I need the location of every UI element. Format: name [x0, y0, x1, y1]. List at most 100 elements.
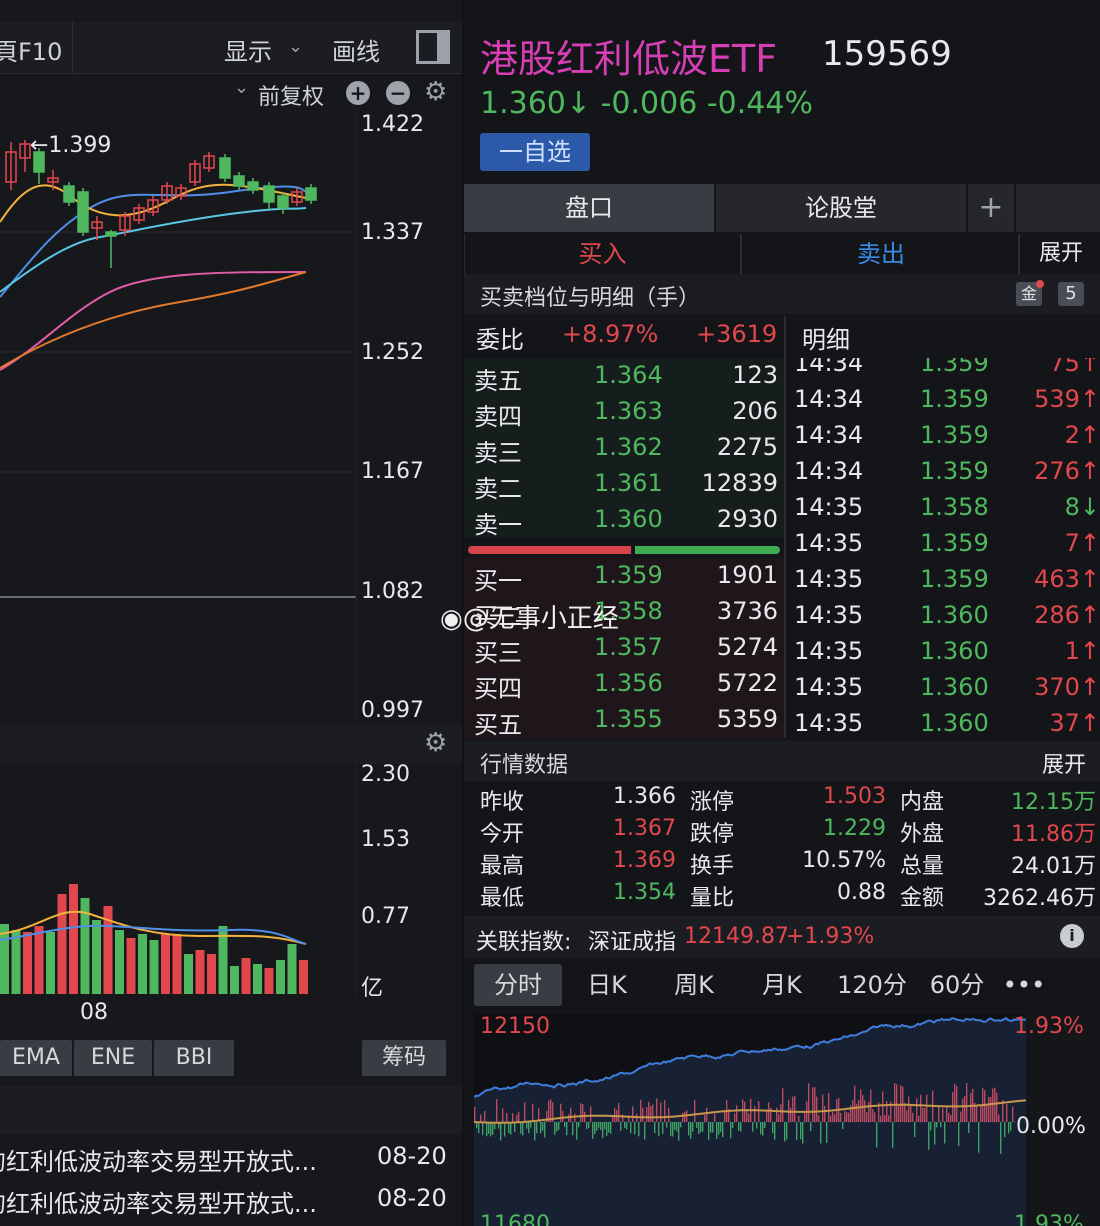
ask-level-volume: 2930 — [716, 505, 778, 533]
ask-level-row[interactable]: 卖二 1.361 12839 — [464, 466, 784, 503]
tab-weekly-k[interactable]: 周K — [674, 971, 714, 999]
more-icon[interactable]: ••• — [1002, 971, 1046, 999]
related-index-change: +1.93% — [786, 924, 875, 949]
mini-top-left: 12150 — [480, 1014, 550, 1039]
index-volume-bar — [606, 1122, 608, 1136]
bid-level-price: 1.355 — [594, 705, 663, 733]
remove-watchlist-button[interactable]: 一自选 — [480, 133, 590, 171]
index-volume-bar — [594, 1122, 596, 1134]
volume-chart[interactable] — [0, 764, 356, 996]
news-title: 的红利低波动率交易型开放式... — [0, 1190, 317, 1218]
ask-level-row[interactable]: 卖三 1.362 2275 — [464, 430, 784, 467]
orderbook-title: 买卖档位与明细（手） — [480, 286, 701, 311]
volume-axis-label: 1.53 — [361, 827, 410, 852]
bid-level-label: 买二 — [474, 603, 522, 631]
indicator-ema-button[interactable]: EMA — [0, 1040, 72, 1076]
bid-level-row[interactable]: 买四 1.356 5722 — [464, 666, 784, 703]
bid-level-row[interactable]: 买五 1.355 5359 — [464, 702, 784, 739]
add-tab-icon[interactable]: + — [968, 184, 1014, 232]
related-index-bar[interactable]: 关联指数: 深证成指 12149.87 +1.93% i — [464, 916, 1100, 958]
news-list: 的红利低波动率交易型开放式... 08-20 的红利低波动率交易型开放式... … — [0, 1086, 462, 1226]
bid-level-volume: 1901 — [716, 561, 778, 589]
index-volume-bar — [990, 1096, 992, 1122]
bid-level-volume: 5359 — [716, 705, 778, 733]
adjust-select[interactable]: 前复权 — [258, 85, 325, 110]
index-intraday-chart[interactable]: 12150 1.93% 0.00% 11680 1.93% — [474, 1014, 1090, 1226]
market-label: 最低 — [480, 886, 525, 911]
quote-panel: 港股红利低波ETF 159569 1.360↓ -0.006 -0.44% 一自… — [464, 0, 1100, 1226]
gear-icon[interactable]: ⚙ — [424, 77, 448, 107]
candle-body — [119, 215, 131, 231]
tab-daily-k[interactable]: 日K — [587, 971, 627, 999]
index-volume-bar — [824, 1105, 826, 1122]
tab-60min[interactable]: 60分 — [929, 971, 985, 999]
chip-button[interactable]: 筹码 — [362, 1040, 446, 1076]
index-volume-bar — [784, 1122, 786, 1142]
chevron-down-icon[interactable]: ⌄ — [234, 77, 250, 98]
gear-icon[interactable]: ⚙ — [424, 728, 448, 758]
tab-pankou[interactable]: 盘口 — [464, 184, 714, 232]
level2-icon[interactable]: 金 — [1016, 280, 1044, 306]
index-volume-bar — [874, 1112, 876, 1122]
bid-level-row[interactable]: 买二 1.358 3736 — [464, 594, 784, 631]
kline-chart[interactable]: ←1.399 — [0, 112, 356, 720]
index-volume-bar — [720, 1122, 722, 1132]
index-volume-bar — [564, 1122, 566, 1127]
market-value: 11.86万 — [1011, 822, 1096, 847]
f10-tab[interactable]: 頁F10 — [0, 38, 63, 66]
news-item[interactable]: 的红利低波动率交易型开放式... 08-20 — [0, 1142, 462, 1182]
index-volume-bar — [946, 1107, 948, 1122]
tab-intraday[interactable]: 分时 — [474, 964, 562, 1006]
display-menu[interactable]: 显示 — [224, 38, 272, 66]
bid-level-row[interactable]: 买三 1.357 5274 — [464, 630, 784, 667]
news-item[interactable]: 的红利低波动率交易型开放式... 08-20 — [0, 1184, 462, 1224]
index-volume-bar — [746, 1111, 748, 1122]
index-volume-bar — [570, 1107, 572, 1122]
ask-level-row[interactable]: 卖一 1.360 2930 — [464, 502, 784, 539]
period-tabs: 分时 日K 周K 月K 120分 60分 ••• — [474, 964, 1100, 1008]
info-icon[interactable]: i — [1060, 924, 1084, 948]
index-volume-bar — [832, 1111, 834, 1122]
index-volume-bar — [998, 1114, 1000, 1122]
candle-body — [147, 199, 159, 213]
indicator-bbi-button[interactable]: BBI — [154, 1040, 234, 1076]
ask-level-row[interactable]: 卖四 1.363 206 — [464, 394, 784, 431]
tab-monthly-k[interactable]: 月K — [762, 971, 802, 999]
depth-level-badge[interactable]: 5 — [1058, 282, 1084, 306]
expand-market-button[interactable]: 展开 — [1042, 753, 1087, 778]
zoom-out-icon[interactable]: − — [386, 81, 410, 105]
candle-body — [47, 177, 59, 183]
volume-bar — [103, 906, 113, 994]
buy-tab[interactable]: 买入 — [464, 234, 742, 274]
tab-lungutang[interactable]: 论股堂 — [716, 184, 966, 232]
expand-trade-button[interactable]: 展开 — [1038, 241, 1083, 266]
bid-level-row[interactable]: 买一 1.359 1901 — [464, 558, 784, 595]
index-volume-bar — [630, 1122, 632, 1134]
index-volume-bar — [602, 1122, 604, 1139]
indicator-ene-button[interactable]: ENE — [74, 1040, 152, 1076]
index-volume-bar — [514, 1122, 516, 1132]
index-volume-bar — [914, 1122, 916, 1138]
bid-level-volume: 3736 — [716, 597, 778, 625]
sell-tab[interactable]: 卖出 — [744, 234, 1020, 274]
tab-empty — [1016, 184, 1100, 232]
volume-bar — [172, 934, 182, 994]
index-volume-bar — [734, 1113, 736, 1122]
news-title: 的红利低波动率交易型开放式... — [0, 1148, 317, 1176]
index-volume-bar — [504, 1122, 506, 1137]
ask-level-row[interactable]: 卖五 1.364 123 — [464, 358, 784, 395]
layout-toggle-icon[interactable] — [416, 30, 450, 64]
orderbook-ratio-row: 委比 +8.97% +3619 明细 — [464, 316, 1100, 358]
volume-bar — [80, 898, 90, 994]
chevron-down-icon[interactable]: ⌄ — [288, 36, 304, 57]
zoom-in-icon[interactable]: + — [346, 81, 370, 105]
index-volume-bar — [866, 1112, 868, 1122]
index-volume-bar — [532, 1103, 534, 1122]
volume-bar — [57, 894, 67, 994]
draw-line-menu[interactable]: 画线 — [332, 38, 380, 66]
bid-level-price: 1.358 — [594, 597, 663, 625]
index-volume-bar — [820, 1122, 822, 1144]
detail-label: 明细 — [802, 326, 850, 354]
tab-120min[interactable]: 120分 — [837, 971, 907, 999]
index-volume-bar — [868, 1101, 870, 1122]
